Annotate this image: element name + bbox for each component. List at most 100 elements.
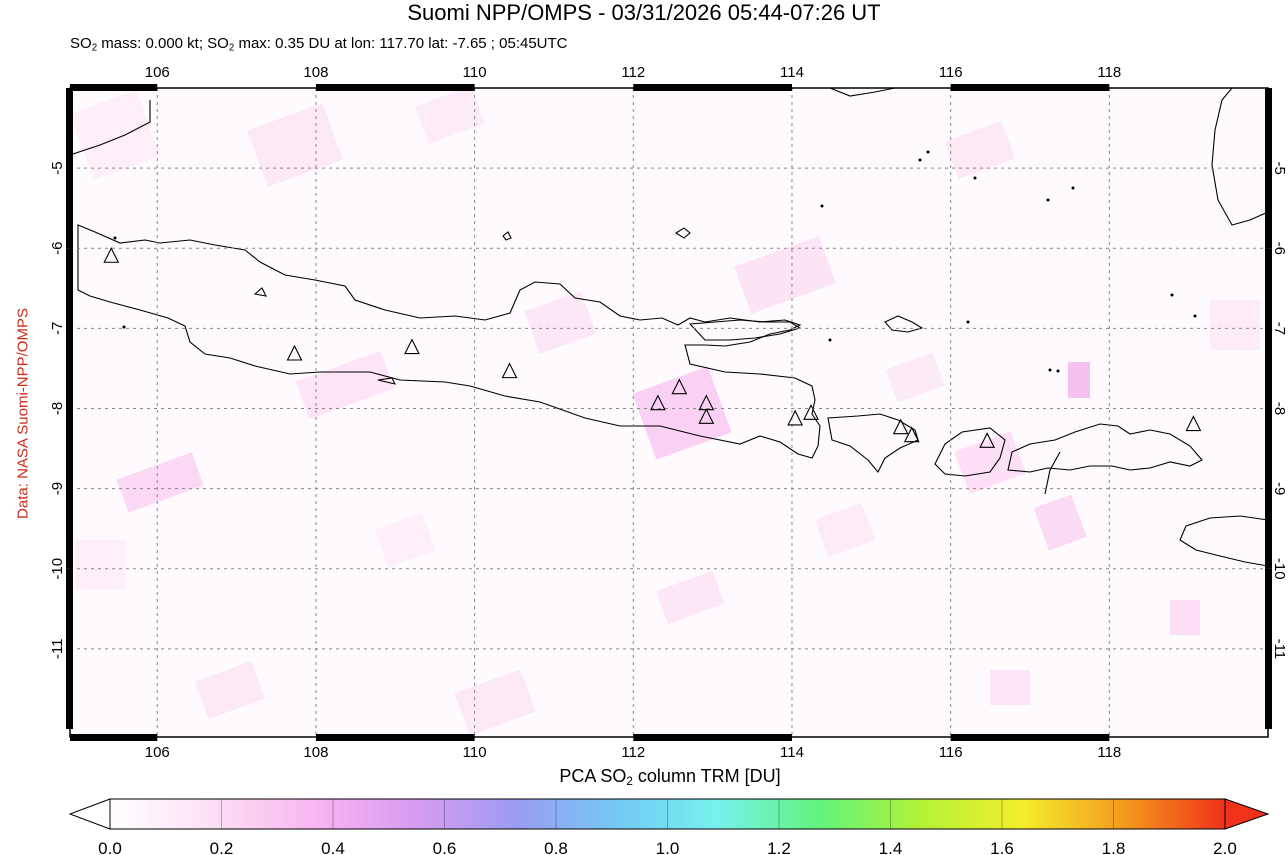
small-island xyxy=(1044,451,1061,495)
colorbar-tick-label: 0.6 xyxy=(433,839,457,855)
border-segment xyxy=(66,248,73,409)
islet xyxy=(1048,368,1052,372)
so2-pixel xyxy=(954,431,1027,494)
islet xyxy=(820,204,824,208)
so2-pixel xyxy=(655,570,725,625)
lat-tick-label-right: -11 xyxy=(1271,639,1288,660)
lat-tick-label-left: -6 xyxy=(49,242,66,255)
colorbar-tick-label: 0.2 xyxy=(210,839,234,855)
small-islands-layer xyxy=(113,150,1197,373)
islet xyxy=(918,158,922,162)
lon-tick-label-top: 114 xyxy=(780,64,804,81)
volcano-triangle-icon xyxy=(803,404,819,420)
lat-tick-label-right: -8 xyxy=(1271,402,1288,415)
sumba-coastline xyxy=(1179,515,1268,567)
lat-tick-label-left: -7 xyxy=(49,322,66,335)
lon-tick-label-bottom: 114 xyxy=(780,744,804,760)
lon-tick-label-bottom: 106 xyxy=(145,744,170,760)
coastline-layer xyxy=(70,88,1268,567)
border-segment xyxy=(66,568,73,729)
islet xyxy=(1193,314,1197,318)
so2-pixel xyxy=(247,103,343,187)
volcano-triangle-icon xyxy=(1185,415,1202,432)
so2-pixel xyxy=(1170,600,1200,635)
lat-tick-label-right: -9 xyxy=(1271,482,1288,495)
so2-pixel xyxy=(75,540,125,590)
so2-pixel xyxy=(524,291,597,354)
islet xyxy=(113,236,117,240)
colorbar-title: PCA SO2 column TRM [DU] xyxy=(559,766,781,788)
border-segment xyxy=(950,734,1110,741)
so2-pixel xyxy=(632,366,732,460)
islet xyxy=(1170,293,1174,297)
volcano-triangle-icon xyxy=(650,394,666,411)
volcano-triangle-icon xyxy=(404,338,420,355)
north-coast-island xyxy=(829,88,896,97)
volcano-triangle-icon xyxy=(892,418,909,435)
lon-tick-label-bottom: 108 xyxy=(303,744,328,760)
bawean-island xyxy=(674,227,691,239)
map-subtitle: SO2 mass: 0.000 kt; SO2 max: 0.35 DU at … xyxy=(70,35,568,54)
lon-tick-label-bottom: 118 xyxy=(1097,744,1121,760)
so2-pixel xyxy=(885,352,945,403)
so2-pixel xyxy=(1068,362,1090,398)
volcano-triangle-icon xyxy=(286,344,303,361)
so2-pixel xyxy=(1210,300,1260,350)
border-segment xyxy=(315,734,475,741)
colorbar-tick-label: 1.2 xyxy=(767,839,791,855)
colorbar-gradient xyxy=(109,798,1226,830)
volcano-triangle-icon xyxy=(787,409,804,426)
border-segment xyxy=(633,84,792,91)
colorbar-tick-label: 0.4 xyxy=(321,839,345,855)
lon-tick-label-top: 110 xyxy=(463,64,487,81)
border-segment xyxy=(1265,568,1272,729)
volcano-triangle-icon xyxy=(501,362,518,379)
lon-tick-label-top: 108 xyxy=(303,64,328,81)
lon-tick-label-bottom: 116 xyxy=(939,744,963,760)
so2-pixel xyxy=(116,452,204,513)
colorbar-max-arrow xyxy=(1224,798,1270,830)
border-segment xyxy=(66,88,73,249)
map-title: Suomi NPP/OMPS - 03/31/2026 05:44-07:26 … xyxy=(407,0,881,25)
colorbar-tick-label: 1.6 xyxy=(990,839,1014,855)
volcano-triangle-icon xyxy=(103,247,120,263)
lombok-coastline xyxy=(934,427,1006,477)
islet xyxy=(926,150,930,154)
kangean-island xyxy=(884,315,924,333)
sumbawa-coastline xyxy=(1007,423,1203,473)
lon-tick-label-top: 112 xyxy=(621,64,645,81)
so2-pixel xyxy=(944,120,1016,180)
graticule xyxy=(70,88,1268,737)
colorbar-tick-label: 1.4 xyxy=(879,839,903,855)
lon-tick-label-bottom: 112 xyxy=(621,744,645,760)
colorbar-tick-label: 0.0 xyxy=(98,839,122,855)
java-coastline xyxy=(77,224,821,459)
volcano-triangle-icon xyxy=(698,408,715,424)
volcano-triangle-icon xyxy=(979,432,996,448)
lat-tick-label-right: -10 xyxy=(1271,558,1288,580)
lat-tick-label-right: -7 xyxy=(1271,322,1288,335)
colorbar-tick-label: 1.8 xyxy=(1102,839,1126,855)
so2-pixel xyxy=(814,502,876,558)
islet xyxy=(1071,186,1075,190)
border-segment xyxy=(70,734,158,741)
colorbar-tick-label: 1.0 xyxy=(656,839,680,855)
axis-tick-labels: 106 106 108 108 110 110 112 112 114 114 116 116 118 1… xyxy=(49,64,1288,760)
lat-tick-label-left: -10 xyxy=(49,558,66,580)
islet xyxy=(1046,198,1050,202)
border-segment xyxy=(315,84,475,91)
so2-pixel xyxy=(194,660,266,720)
lon-tick-label-top: 106 xyxy=(145,64,170,81)
border-segment xyxy=(1265,88,1272,249)
lon-tick-label-bottom: 110 xyxy=(463,744,487,760)
border-segment xyxy=(1265,408,1272,569)
islet xyxy=(973,176,977,180)
colorbar: 0.0 0.2 0.4 0.6 0.8 1.0 1.2 1.4 1.6 1.8 2.0 xyxy=(68,798,1270,855)
lat-tick-label-right: -5 xyxy=(1271,161,1288,174)
so2-pixel xyxy=(414,88,486,145)
volcano-triangle-icon xyxy=(671,378,688,395)
so2-pixel xyxy=(70,90,160,180)
colorbar-min-arrow xyxy=(68,798,111,830)
so2-pixel xyxy=(734,236,836,314)
so2-pixel xyxy=(990,670,1030,705)
